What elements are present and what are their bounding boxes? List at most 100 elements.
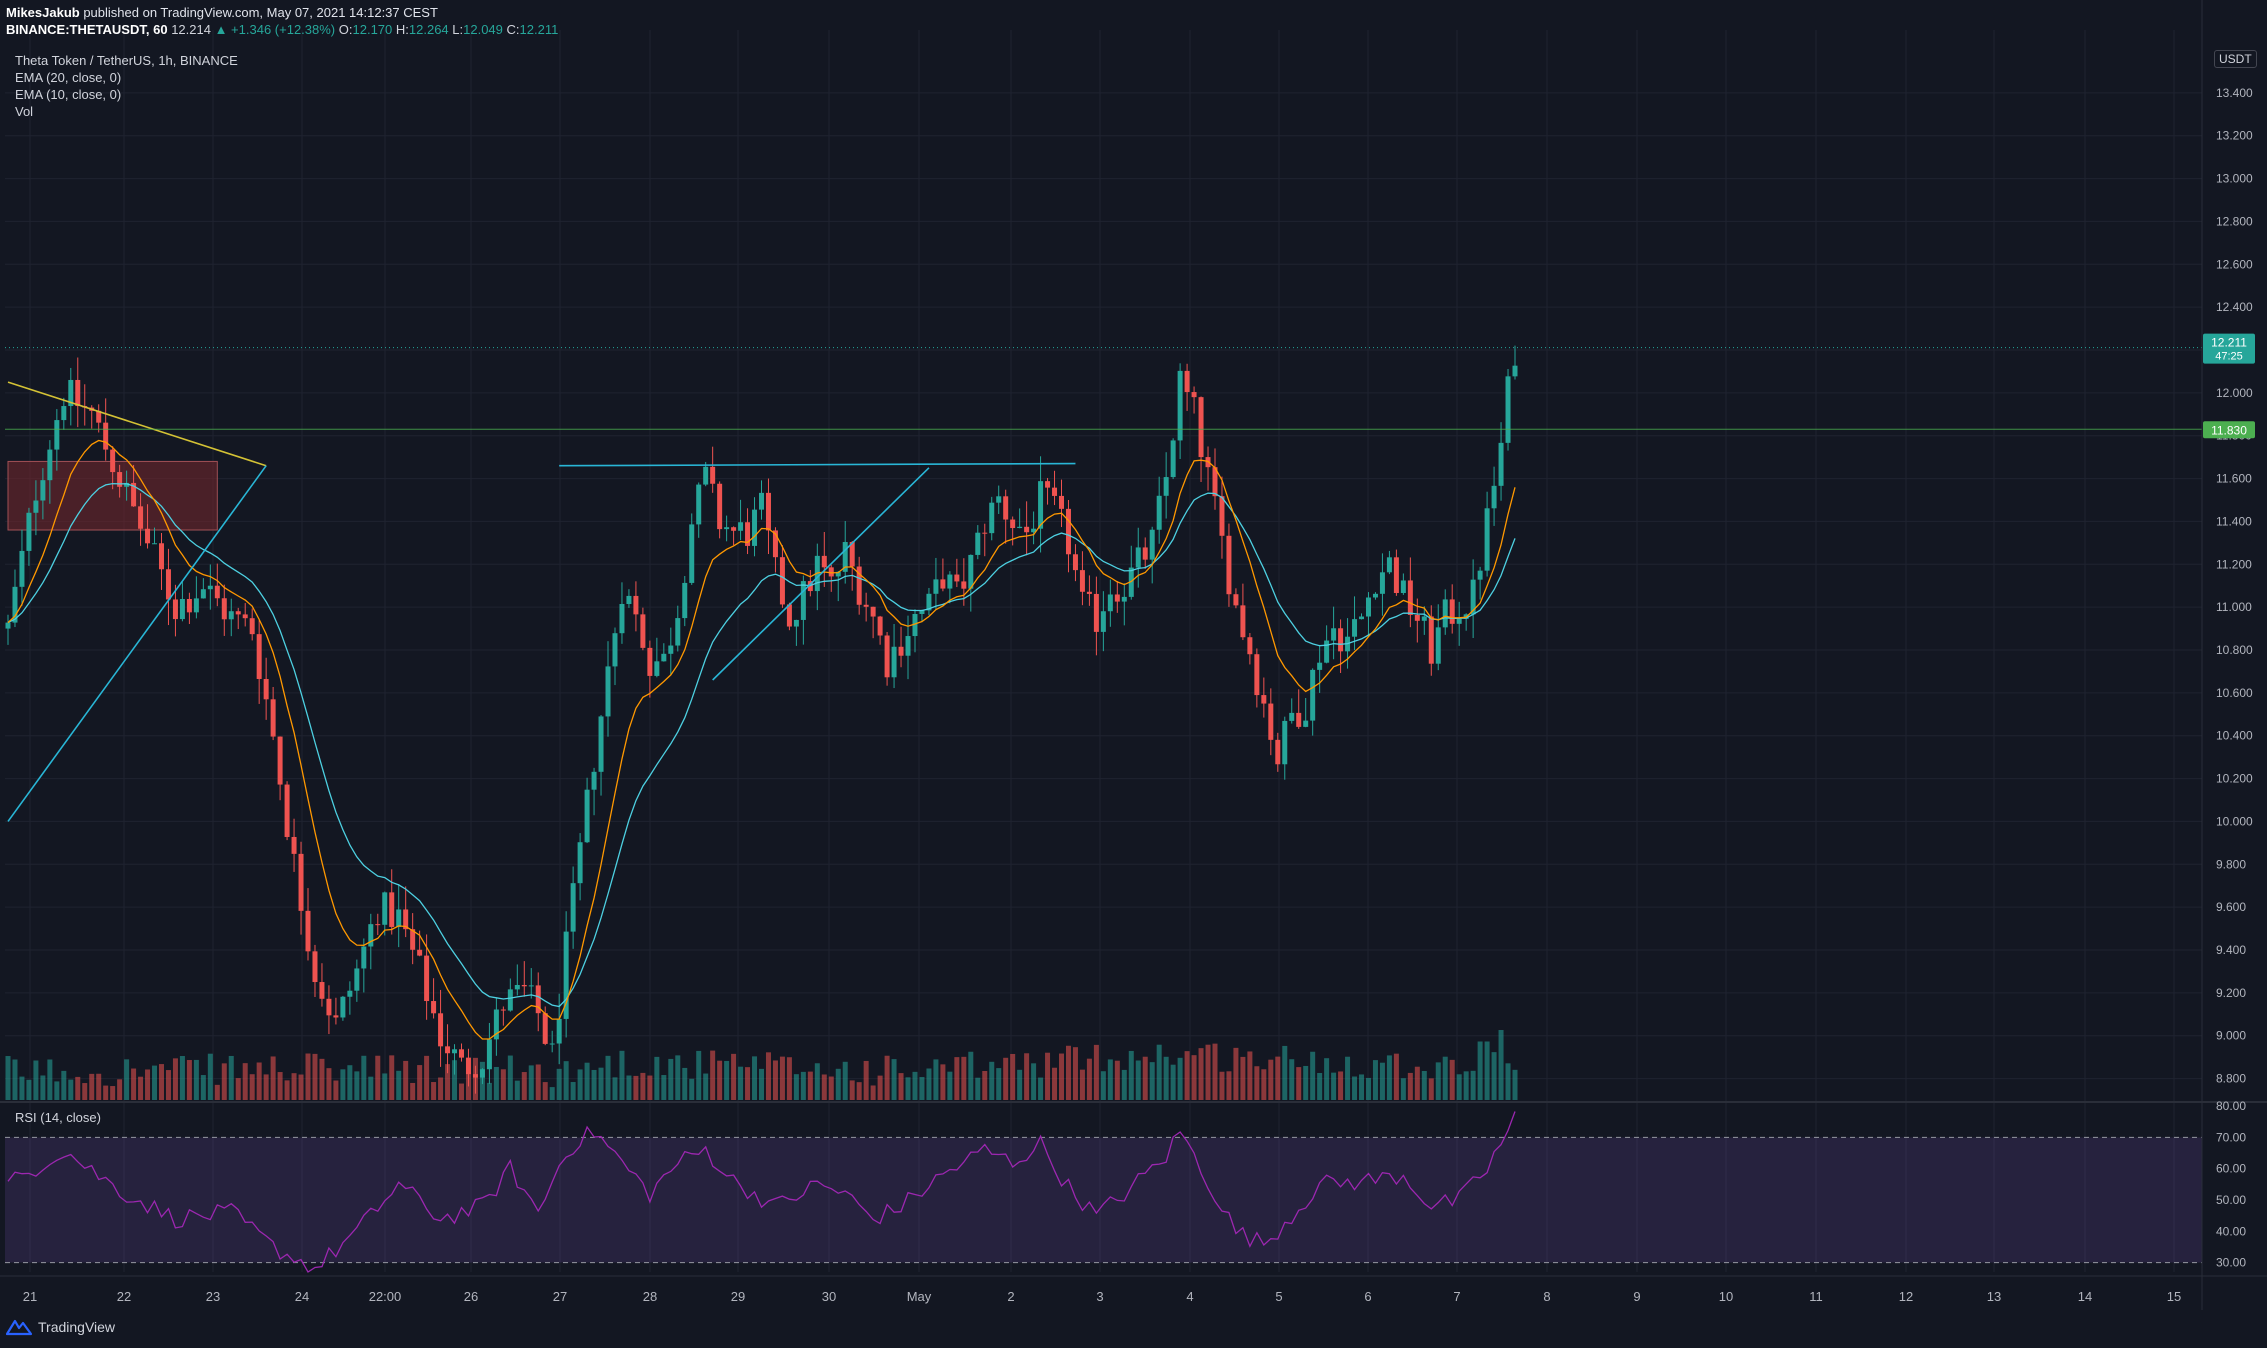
candle-body (828, 567, 834, 577)
price-tick-label: 13.200 (2216, 129, 2253, 143)
candle-body (870, 606, 876, 617)
candle-body (165, 569, 171, 600)
volume-bar (1470, 1070, 1476, 1100)
time-tick-label: 26 (464, 1289, 478, 1304)
candle-body (500, 1009, 506, 1011)
volume-bar (752, 1056, 758, 1100)
author-name[interactable]: MikesJakub (6, 5, 80, 20)
volume-bar (1254, 1066, 1260, 1100)
volume-bar (877, 1075, 883, 1100)
candle-body (884, 635, 890, 678)
legend-vol[interactable]: Vol (15, 104, 34, 119)
volume-bar (786, 1057, 792, 1100)
volume-bar (389, 1055, 395, 1100)
indicator-legend: Theta Token / TetherUS, 1h, BINANCE EMA … (15, 52, 238, 120)
price-tick-label: 11.200 (2216, 557, 2252, 571)
candle-body (668, 645, 674, 654)
candle-body (1177, 370, 1183, 441)
volume-bar (975, 1077, 981, 1100)
legend-ema10[interactable]: EMA (10, close, 0) (15, 87, 122, 102)
volume-bar (1379, 1062, 1385, 1100)
volume-bar (779, 1056, 785, 1100)
candle-body (1484, 508, 1490, 571)
volume-bar (842, 1061, 848, 1100)
candle-body (1435, 627, 1441, 664)
candle-body (61, 406, 67, 421)
rsi-legend[interactable]: RSI (14, close) (15, 1110, 101, 1125)
price-tick-label: 10.000 (2216, 814, 2253, 828)
candle-body (472, 1074, 478, 1078)
candle-body (1296, 712, 1302, 727)
candle-body (1100, 611, 1106, 632)
currency-badge[interactable]: USDT (2214, 50, 2257, 68)
legend-ema20[interactable]: EMA (20, close, 0) (15, 70, 122, 85)
candle-body (1289, 712, 1295, 721)
candle-body (1261, 695, 1267, 704)
volume-bar (661, 1075, 667, 1100)
volume-bar (821, 1074, 827, 1100)
price-tick-label: 12.800 (2216, 214, 2253, 228)
volume-bar (884, 1055, 890, 1100)
volume-bar (500, 1069, 506, 1100)
volume-bar (1512, 1069, 1518, 1100)
volume-bar (1128, 1050, 1134, 1100)
volume-bar (221, 1063, 227, 1100)
volume-bar (417, 1065, 423, 1100)
volume-bar (1498, 1030, 1504, 1100)
symbol-label[interactable]: BINANCE:THETAUSDT, 60 (6, 22, 168, 37)
candle-body (486, 1039, 492, 1070)
volume-bar (47, 1059, 53, 1100)
volume-bar (1233, 1047, 1239, 1100)
candle-body (521, 985, 527, 987)
volume-bar (528, 1065, 534, 1100)
volume-bar (1261, 1069, 1267, 1100)
volume-bar (863, 1060, 869, 1100)
candle-body (640, 614, 646, 648)
time-tick-label: 28 (643, 1289, 657, 1304)
tradingview-logo[interactable]: TradingView (6, 1318, 115, 1336)
price-tick-label: 9.800 (2216, 857, 2246, 871)
candle-body (1079, 570, 1085, 592)
legend-title[interactable]: Theta Token / TetherUS, 1h, BINANCE (15, 53, 238, 68)
candle-body (647, 647, 653, 676)
candle-body (131, 482, 137, 507)
volume-bar (228, 1055, 234, 1100)
candle-body (354, 968, 360, 991)
volume-bar (982, 1070, 988, 1100)
volume-bar (654, 1056, 660, 1100)
candle-body (249, 618, 255, 635)
volume-bar (82, 1083, 88, 1100)
volume-bar (668, 1058, 674, 1100)
volume-bar (1198, 1048, 1204, 1100)
volume-bar (1017, 1069, 1023, 1100)
volume-bar (214, 1084, 220, 1100)
volume-bar (152, 1065, 158, 1100)
candle-body (710, 466, 716, 484)
volume-bar (68, 1079, 74, 1100)
candle-body (396, 909, 402, 927)
volume-bar (870, 1085, 876, 1100)
volume-bar (375, 1055, 381, 1100)
candle-body (26, 512, 32, 551)
volume-bar (333, 1080, 339, 1100)
volume-bar (640, 1072, 646, 1100)
volume-bar (703, 1073, 709, 1100)
volume-bar (1345, 1056, 1351, 1100)
volume-bar (807, 1071, 813, 1100)
volume-bar (598, 1067, 604, 1100)
rsi-tick-label: 40.00 (2216, 1224, 2246, 1238)
trendline-blue-resistance (559, 462, 1076, 467)
time-tick-label: 22:00 (369, 1289, 402, 1304)
candle-body (1386, 557, 1392, 573)
price-tick-label: 10.800 (2216, 643, 2253, 657)
candle-body (1045, 481, 1051, 488)
ema20-line (7, 482, 1516, 1008)
candle-body (1072, 554, 1078, 571)
volume-bar (1372, 1060, 1378, 1100)
volume-bar (298, 1074, 304, 1100)
candle-body (1254, 654, 1260, 696)
candle-body (1135, 547, 1141, 568)
candle-body (312, 951, 318, 983)
candle-body (786, 604, 792, 627)
